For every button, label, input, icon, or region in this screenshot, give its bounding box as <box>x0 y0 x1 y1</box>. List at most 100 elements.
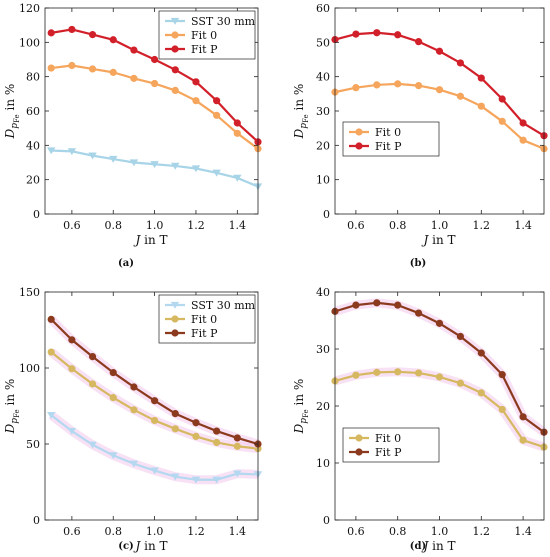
data-point-0-2 <box>373 368 381 376</box>
panel-a: 0.6 0.8 1.0 1.2 1.4 0 20 40 60 80 100 120 J in T DpFe… <box>3 2 263 269</box>
data-point-1-5 <box>151 79 159 88</box>
data-point-2-9 <box>233 434 241 442</box>
y-tick-label-1: 20 <box>26 174 40 187</box>
data-point-1-7 <box>192 432 200 440</box>
data-point-2-0 <box>47 29 55 37</box>
data-point-0-1 <box>352 84 360 92</box>
legend-box <box>342 427 440 463</box>
data-point-0-0 <box>47 411 56 419</box>
data-point-2-6 <box>171 66 179 74</box>
data-point-1-7 <box>192 97 200 105</box>
data-point-1-7 <box>477 349 485 357</box>
data-point-1-4 <box>415 309 423 317</box>
data-point-0-3 <box>109 155 118 163</box>
legend-swatch-marker-1 <box>355 448 363 456</box>
data-point-2-0 <box>47 315 55 323</box>
panel-caption: (c) <box>118 541 134 552</box>
data-point-2-1 <box>68 336 76 344</box>
legend-box <box>342 121 440 157</box>
panel-c: 0.6 0.8 1.0 1.2 1.4 0 50 100 150 J in T DpFe in % (… <box>3 286 263 553</box>
x-tick-label-0: 0.6 <box>347 525 365 538</box>
data-point-1-1 <box>352 301 360 309</box>
data-point-0-1 <box>67 148 77 156</box>
x-tick-label-1: 0.8 <box>389 219 407 232</box>
data-point-0-7 <box>191 165 201 173</box>
legend-swatch-marker-0 <box>170 17 180 25</box>
data-point-0-5 <box>150 467 159 475</box>
legend-swatch-marker-0 <box>170 301 180 309</box>
y-tick-label-4: 40 <box>316 286 330 299</box>
data-point-0-5 <box>435 373 444 381</box>
data-point-1-5 <box>435 47 444 55</box>
data-point-0-8 <box>212 476 221 484</box>
y-tick-label-2: 40 <box>26 139 40 152</box>
data-point-0-9 <box>233 470 242 478</box>
data-point-1-8 <box>498 371 506 379</box>
x-axis-label: J in T <box>132 233 167 247</box>
y-tick-label-5: 100 <box>19 36 40 49</box>
y-tick-label-1: 10 <box>316 457 330 470</box>
y-tick-label-0: 0 <box>33 514 40 527</box>
plot-frame <box>44 291 259 521</box>
data-point-0-7 <box>191 476 201 484</box>
y-tick-label-4: 80 <box>26 71 40 84</box>
data-point-0-7 <box>477 102 485 110</box>
x-tick-label-4: 1.4 <box>229 525 247 538</box>
panel-b: 0.6 0.8 1.0 1.2 1.4 0 10 20 30 40 50 60 J in T DpFe i… <box>292 2 548 269</box>
y-tick-label-0: 0 <box>323 208 330 221</box>
data-point-1-8 <box>213 438 221 447</box>
x-axis-label: J in T <box>132 539 167 553</box>
y-tick-label-4: 40 <box>316 71 330 84</box>
x-tick-label-2: 1.0 <box>431 525 449 538</box>
data-point-0-9 <box>519 436 527 444</box>
data-point-0-4 <box>129 159 139 167</box>
x-axis-label: J in T <box>420 233 455 247</box>
data-point-0-2 <box>88 441 97 449</box>
x-tick-label-0: 0.6 <box>63 525 81 538</box>
legend-swatch-marker-0 <box>355 434 363 442</box>
data-point-2-8 <box>213 427 221 435</box>
data-point-2-1 <box>68 25 76 34</box>
legend-label-1: Fit P <box>375 446 402 459</box>
data-point-0-3 <box>394 368 402 376</box>
panel-caption: (b) <box>410 258 426 269</box>
data-point-1-5 <box>435 319 444 327</box>
data-point-0-6 <box>171 473 180 481</box>
data-point-0-9 <box>519 136 527 144</box>
data-point-1-6 <box>171 86 179 94</box>
data-point-2-2 <box>88 31 97 39</box>
data-point-0-2 <box>88 152 97 160</box>
data-point-0-5 <box>435 86 444 94</box>
x-tick-label-2: 1.0 <box>146 219 164 232</box>
data-point-1-3 <box>394 31 402 39</box>
data-point-1-9 <box>233 129 241 137</box>
y-axis-label: DpFe in % <box>292 84 310 140</box>
x-tick-label-1: 0.8 <box>104 525 122 538</box>
data-point-2-9 <box>233 119 241 127</box>
data-point-2-8 <box>213 97 221 105</box>
legend-label-1: Fit 0 <box>191 313 217 326</box>
data-point-1-3 <box>109 394 117 402</box>
legend-label-0: Fit 0 <box>375 126 401 139</box>
data-point-0-2 <box>373 81 381 89</box>
legend-swatch-marker-0 <box>355 128 363 136</box>
data-point-2-6 <box>171 410 179 418</box>
data-point-0-4 <box>415 369 423 377</box>
data-point-1-3 <box>109 68 117 76</box>
data-point-0-1 <box>67 427 77 435</box>
y-tick-label-2: 100 <box>19 362 40 375</box>
data-point-2-7 <box>192 78 200 86</box>
x-tick-label-2: 1.0 <box>146 525 164 538</box>
panel-caption: (d) <box>410 541 426 552</box>
data-point-0-8 <box>498 405 506 414</box>
y-tick-label-3: 30 <box>316 105 330 118</box>
y-tick-label-1: 50 <box>26 438 40 451</box>
data-point-1-6 <box>456 59 464 67</box>
y-tick-label-6: 60 <box>316 2 330 15</box>
data-point-1-6 <box>456 332 464 341</box>
legend-label-0: Fit 0 <box>375 432 401 445</box>
